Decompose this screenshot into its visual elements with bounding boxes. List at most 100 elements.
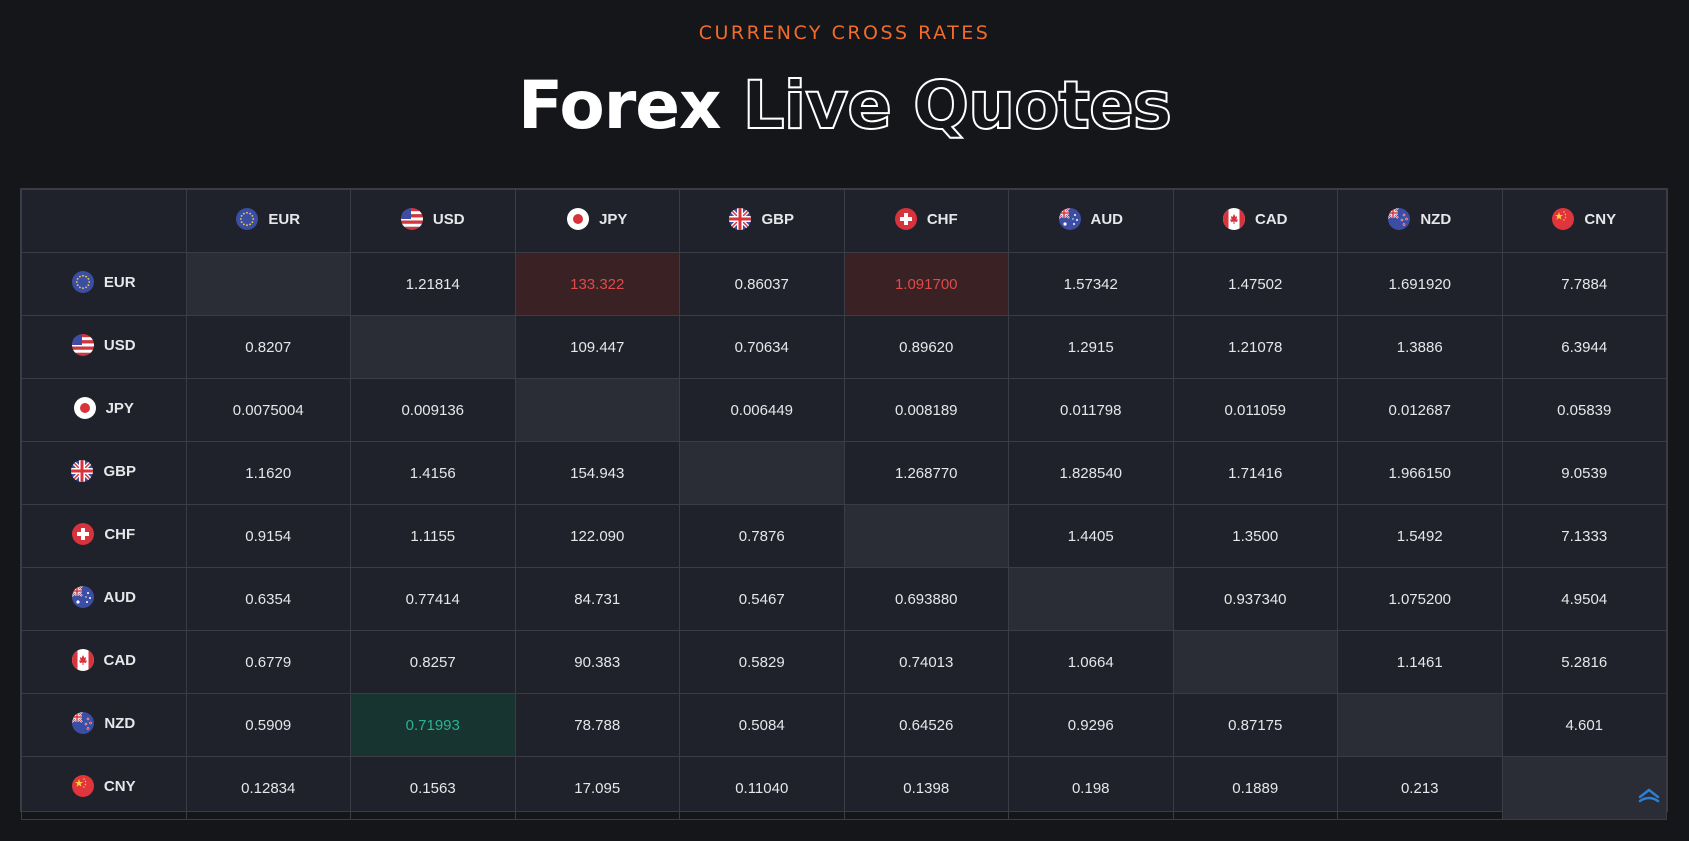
column-header-gbp: GBP: [679, 189, 845, 253]
rate-cell-empty: [1008, 567, 1174, 631]
rate-cell: 1.21814: [350, 252, 516, 316]
rate-cell: 0.937340: [1172, 567, 1338, 631]
rate-cell: 1.4405: [1008, 504, 1174, 568]
rate-cell: 0.89620: [843, 315, 1009, 379]
row-header-cny: CNY: [21, 756, 187, 820]
row-header-nzd: NZD: [21, 693, 187, 757]
rate-cell: 0.7876: [679, 504, 845, 568]
us-flag-icon: [71, 334, 94, 356]
rate-cell: 0.012687: [1337, 378, 1503, 442]
rate-cell-empty: [1337, 693, 1503, 757]
rate-cell: 0.213: [1337, 756, 1503, 820]
rate-cell: 0.1398: [843, 756, 1009, 820]
currency-code: CHF: [104, 525, 136, 543]
rate-cell: 0.011059: [1172, 378, 1338, 442]
row-header-jpy: JPY: [21, 378, 187, 442]
table-row: GBP 1.1620 1.4156 154.943 1.268770 1.828540 1.…: [21, 441, 1667, 505]
currency-code: CAD: [103, 651, 137, 669]
swiss-flag-icon: [894, 208, 917, 230]
rate-cell: 0.6354: [185, 567, 351, 631]
page-title: Forex Live Quotes: [0, 66, 1689, 146]
us-flag-icon: [400, 208, 423, 230]
row-currency-usd: USD: [71, 334, 136, 356]
currency-code: CHF: [926, 210, 958, 228]
rate-cell: 1.4156: [350, 441, 516, 505]
table-row: CHF 0.9154 1.1155 122.090 0.7876 1.4405 1.3500…: [21, 504, 1667, 568]
currency-code: AUD: [1090, 210, 1124, 228]
column-header-aud: AUD: [1008, 189, 1174, 253]
corner-cell: [21, 189, 187, 253]
japan-flag-icon: [73, 397, 96, 419]
column-currency-cad: CAD: [1223, 208, 1288, 230]
row-currency-jpy: JPY: [73, 397, 134, 419]
uk-flag-icon: [729, 208, 752, 230]
table-row: NZD 0.5909 0.71993 78.788 0.5084 0.64526 0.929…: [21, 693, 1667, 757]
rate-cell-empty: [1501, 756, 1667, 820]
rate-cell: 0.77414: [350, 567, 516, 631]
rate-cell: 0.87175: [1172, 693, 1338, 757]
rate-cell: 0.5829: [679, 630, 845, 694]
column-header-cad: CAD: [1172, 189, 1338, 253]
new-zealand-flag-icon: [72, 712, 95, 734]
scroll-to-top-icon[interactable]: [1637, 785, 1661, 803]
rate-cell: 1.1620: [185, 441, 351, 505]
rate-cell: 0.5467: [679, 567, 845, 631]
rate-cell: 1.71416: [1172, 441, 1338, 505]
rate-cell: 1.966150: [1337, 441, 1503, 505]
column-currency-cny: CNY: [1552, 208, 1616, 230]
table-row: EUR 1.21814 133.322 0.86037 1.091700 1.57342 1…: [21, 252, 1667, 316]
currency-code: GBP: [103, 462, 136, 480]
uk-flag-icon: [71, 460, 94, 482]
rate-cell: 0.5909: [185, 693, 351, 757]
currency-code: CNY: [103, 777, 136, 795]
australia-flag-icon: [71, 586, 94, 608]
rate-cell: 1.0664: [1008, 630, 1174, 694]
table-row: USD 0.8207 109.447 0.70634 0.89620 1.2915 1.21…: [21, 315, 1667, 379]
rate-cell: 5.2816: [1501, 630, 1667, 694]
currency-code: EUR: [103, 273, 136, 291]
rate-cell: 1.075200: [1337, 567, 1503, 631]
rate-cell: 0.6779: [185, 630, 351, 694]
currency-code: USD: [432, 210, 465, 228]
rate-cell: 1.5492: [1337, 504, 1503, 568]
rate-cell: 7.7884: [1501, 252, 1667, 316]
rate-cell: 1.1461: [1337, 630, 1503, 694]
table-row: CAD 0.6779 0.8257 90.383 0.5829 0.74013 1.0664…: [21, 630, 1667, 694]
rate-cell: 0.1889: [1172, 756, 1338, 820]
column-header-nzd: NZD: [1337, 189, 1503, 253]
column-currency-nzd: NZD: [1388, 208, 1451, 230]
japan-flag-icon: [567, 208, 590, 230]
eu-flag-icon: [236, 208, 259, 230]
rate-cell: 0.198: [1008, 756, 1174, 820]
table-row: JPY 0.0075004 0.009136 0.006449 0.008189 0.01…: [21, 378, 1667, 442]
rate-cell: 84.731: [514, 567, 680, 631]
rate-cell: 1.3886: [1337, 315, 1503, 379]
rate-cell: 90.383: [514, 630, 680, 694]
column-currency-chf: CHF: [894, 208, 958, 230]
rate-cell: 0.006449: [679, 378, 845, 442]
swiss-flag-icon: [72, 523, 95, 545]
currency-code: NZD: [104, 714, 136, 732]
rate-cell: 0.05839: [1501, 378, 1667, 442]
rate-cell: 0.011798: [1008, 378, 1174, 442]
rate-cell: 0.12834: [185, 756, 351, 820]
column-header-usd: USD: [350, 189, 516, 253]
rate-cell: 1.2915: [1008, 315, 1174, 379]
rate-cell: 0.71993: [350, 693, 516, 757]
rate-cell: 154.943: [514, 441, 680, 505]
rate-cell: 4.9504: [1501, 567, 1667, 631]
title-solid: Forex: [517, 67, 722, 144]
rate-cell: 78.788: [514, 693, 680, 757]
rate-cell: 0.1563: [350, 756, 516, 820]
column-currency-eur: EUR: [236, 208, 300, 230]
currency-code: USD: [103, 336, 136, 354]
canada-flag-icon: [71, 649, 94, 671]
rate-cell: 1.268770: [843, 441, 1009, 505]
rate-cell: 1.828540: [1008, 441, 1174, 505]
rate-cell: 1.091700: [843, 252, 1009, 316]
column-header-jpy: JPY: [514, 189, 680, 253]
new-zealand-flag-icon: [1388, 208, 1411, 230]
rate-cell: 0.86037: [679, 252, 845, 316]
rate-cell: 1.1155: [350, 504, 516, 568]
rate-cell: 9.0539: [1501, 441, 1667, 505]
